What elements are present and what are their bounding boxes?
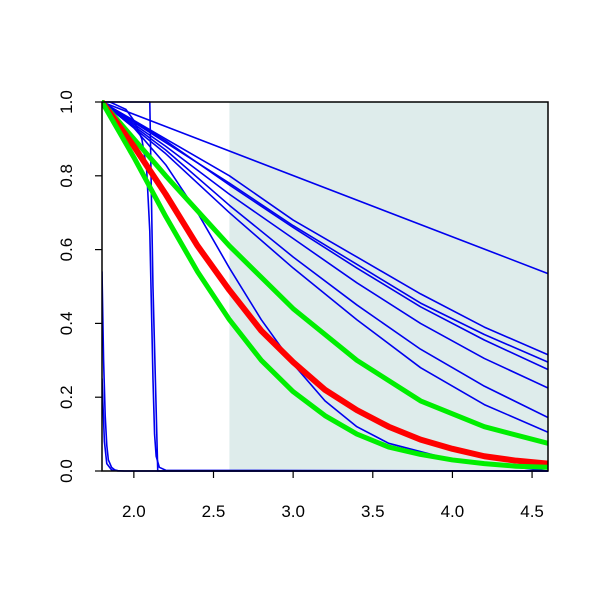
x-tick-label: 3.5: [361, 502, 385, 521]
y-tick-label: 0.2: [57, 385, 76, 409]
y-tick-label: 1.0: [57, 90, 76, 114]
x-tick-label: 4.5: [520, 502, 544, 521]
y-tick-label: 0.0: [57, 459, 76, 483]
series-line-blue-3: [102, 101, 548, 363]
series-line-blue-6: [102, 101, 548, 419]
series-line-blue-4: [102, 101, 548, 371]
x-tick-label: 4.0: [441, 502, 465, 521]
y-tick-label: 0.8: [57, 164, 76, 188]
series-line-blue-2: [102, 101, 548, 356]
series-line-blue-1: [102, 101, 548, 275]
axes-layer: 2.0 2.5 3.0 3.5 4.0 4.5 0.0 0.2 0.4 0.6 0.8 1.0: [57, 90, 549, 521]
series-line-blue-5: [102, 101, 548, 389]
y-tick-label: 0.4: [57, 312, 76, 336]
series-line-green-15: [102, 100, 548, 470]
x-tick-label: 3.0: [281, 502, 305, 521]
series-line-blue-8: [102, 101, 548, 472]
x-tick-label: 2.5: [202, 502, 226, 521]
x-tick-label: 2.0: [122, 502, 146, 521]
series-line-red-14: [102, 100, 548, 467]
y-tick-label: 0.6: [57, 238, 76, 262]
plot-frame: [101, 101, 549, 472]
series-line-blue-7: [102, 101, 548, 434]
series-line-green-13: [102, 100, 548, 446]
